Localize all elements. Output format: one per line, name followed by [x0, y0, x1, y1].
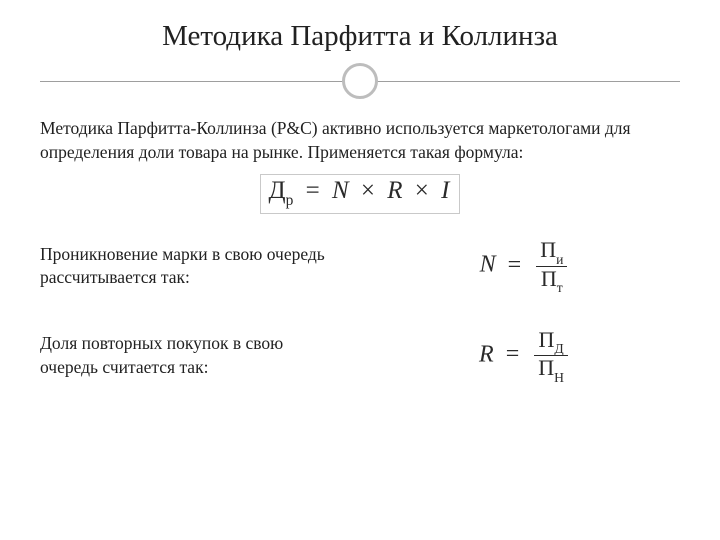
row1-lhs: N [480, 252, 496, 278]
formula-main-math: Др = N × R × I [260, 174, 461, 214]
times-2: × [415, 177, 429, 204]
row1-eq: = [508, 252, 522, 278]
divider-circle-icon [342, 63, 378, 99]
row1-text: Проникновение марки в свою очередь рассч… [40, 243, 340, 290]
slide: Методика Парфитта и Коллинза Методика Па… [0, 0, 720, 540]
intro-paragraph: Методика Парфитта-Коллинза (P&C) активно… [40, 117, 680, 164]
row-penetration: Проникновение марки в свою очередь рассч… [40, 238, 680, 294]
row1-fraction: Пи Пт [536, 238, 567, 294]
row2-math: R = ПД ПН [479, 328, 571, 384]
row1-denominator: Пт [536, 267, 567, 294]
equals: = [306, 177, 320, 204]
lhs-sub: р [286, 192, 294, 209]
var-r: R [387, 177, 402, 204]
row2-formula: R = ПД ПН [370, 328, 680, 384]
formula-main: Др = N × R × I [40, 174, 680, 214]
divider [40, 63, 680, 99]
row2-numerator: ПД [534, 328, 568, 356]
lhs-base: Д [269, 177, 286, 204]
row1-numerator: Пи [536, 238, 567, 266]
row2-denominator: ПН [534, 356, 568, 383]
page-title: Методика Парфитта и Коллинза [40, 20, 680, 53]
times-1: × [361, 177, 375, 204]
row1-math: N = Пи Пт [480, 238, 571, 294]
row2-eq: = [506, 341, 520, 367]
row2-lhs: R [479, 341, 494, 367]
row2-text: Доля повторных покупок в свою очередь сч… [40, 332, 340, 379]
var-i: I [441, 177, 449, 204]
row1-formula: N = Пи Пт [370, 238, 680, 294]
row-repeat-share: Доля повторных покупок в свою очередь сч… [40, 328, 680, 384]
row2-fraction: ПД ПН [534, 328, 568, 384]
var-n: N [332, 177, 349, 204]
